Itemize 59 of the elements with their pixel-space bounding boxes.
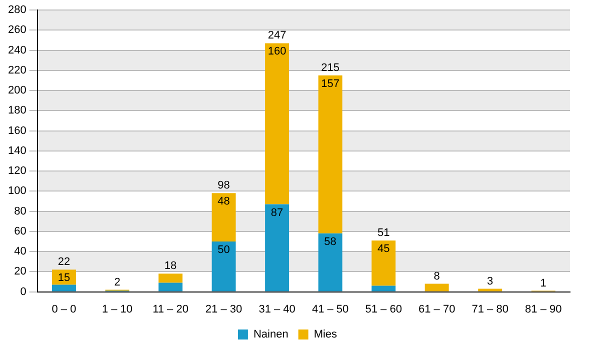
bar: [318, 233, 342, 292]
bar: [265, 43, 290, 204]
bar: [52, 284, 76, 292]
x-tick-label: 0 – 0: [52, 303, 76, 316]
total-label: 247: [268, 30, 286, 42]
data-label: 45: [377, 243, 390, 256]
data-label: 160: [268, 46, 286, 58]
y-tick-label: 200: [8, 84, 26, 97]
bar: [265, 204, 290, 292]
bar: [372, 286, 396, 292]
bar: [158, 274, 182, 283]
x-tick-label: 71 – 80: [472, 303, 508, 316]
bar: [212, 241, 236, 292]
y-tick-label: 40: [14, 246, 26, 258]
y-tick-label: 80: [14, 205, 26, 218]
total-label: 51: [377, 227, 390, 240]
y-tick-label: 140: [8, 144, 26, 157]
x-tick-label: 31 – 40: [258, 303, 296, 316]
x-tick-label: 61 – 70: [418, 303, 456, 316]
x-tick-label: 81 – 90: [525, 303, 562, 316]
bar: [424, 284, 449, 292]
legend-label: Nainen: [253, 328, 288, 341]
y-tick-label: 280: [8, 4, 26, 16]
total-label: 3: [487, 275, 494, 288]
y-tick-label: 100: [8, 185, 26, 198]
total-label: 18: [164, 260, 177, 272]
total-label: 8: [434, 270, 440, 282]
y-tick-label: 260: [8, 24, 26, 36]
legend-label: Mies: [314, 328, 338, 341]
data-label: 58: [324, 236, 336, 248]
bar: [372, 240, 396, 286]
y-tick-label: 160: [8, 124, 26, 137]
y-tick-label: 60: [14, 225, 26, 238]
x-tick-label: 51 – 60: [365, 303, 402, 316]
x-tick-label: 1 – 10: [102, 303, 133, 316]
bar: [318, 75, 342, 234]
bar: [212, 193, 236, 242]
x-tick-label: 11 – 20: [152, 303, 188, 316]
y-tick-label: 20: [14, 266, 26, 278]
y-tick-label: 240: [8, 44, 26, 56]
data-label: 87: [270, 206, 284, 219]
total-label: 98: [218, 180, 230, 192]
y-tick-label: 120: [8, 165, 26, 178]
data-label: 15: [58, 272, 70, 284]
data-label: 157: [321, 78, 340, 90]
bar: [478, 288, 502, 292]
total-label: 215: [321, 62, 340, 74]
y-tick-label: 180: [8, 104, 26, 117]
x-tick-label: 41 – 50: [312, 303, 349, 316]
total-label: 2: [114, 276, 120, 288]
y-tick-label: 220: [8, 64, 26, 76]
data-label: 48: [218, 196, 230, 208]
data-label: 50: [218, 244, 230, 256]
total-label: 1: [540, 277, 546, 290]
bar: [158, 282, 182, 292]
y-tick-label: 0: [20, 286, 26, 298]
x-tick-label: 21 – 30: [205, 303, 242, 316]
bar: [52, 270, 76, 285]
total-label: 22: [58, 256, 70, 268]
